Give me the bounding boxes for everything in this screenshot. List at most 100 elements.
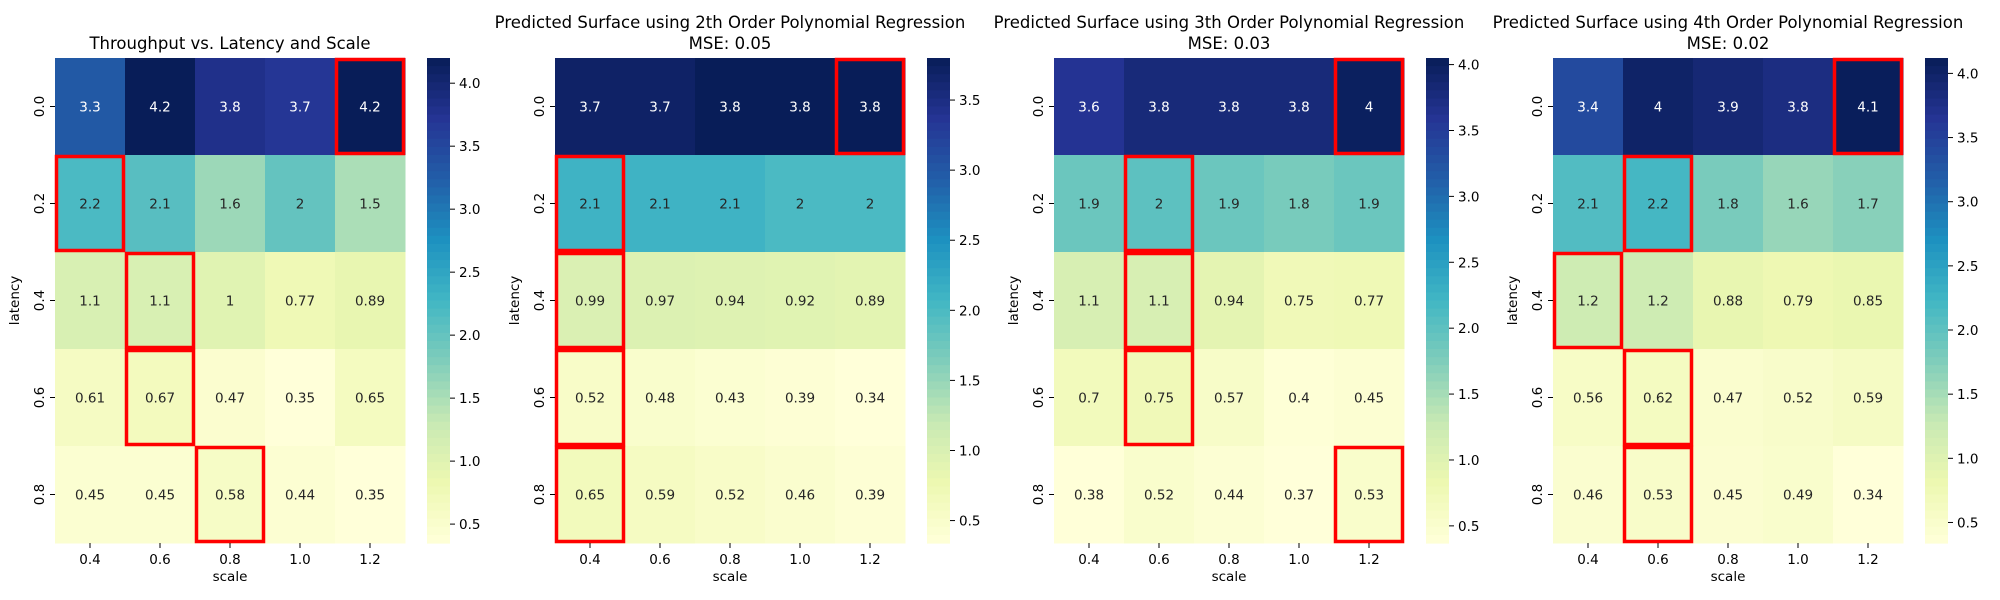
cell-value-label: 3.8 xyxy=(1288,100,1309,116)
heatmap-cell xyxy=(1553,446,1624,544)
heatmap-cell xyxy=(335,58,406,156)
colorbar-segment xyxy=(927,243,950,253)
heatmap-cell xyxy=(1693,252,1764,350)
colorbar-segment xyxy=(927,389,950,399)
colorbar-segment xyxy=(427,324,450,334)
colorbar-segment xyxy=(927,260,950,269)
x-tick-label: 0.4 xyxy=(1078,552,1099,568)
cell-value-label: 0.53 xyxy=(1354,488,1384,504)
x-axis-label: scale xyxy=(1212,569,1247,585)
cell-value-label: 0.85 xyxy=(1853,294,1883,310)
highlight-box xyxy=(1832,57,1904,156)
colorbar-segment xyxy=(1426,518,1449,528)
heatmap-cell xyxy=(555,349,626,447)
cell-value-label: 2 xyxy=(796,197,805,213)
colorbar-segment xyxy=(927,235,950,245)
heatmap-cell xyxy=(1054,58,1125,156)
cell-value-label: 3.8 xyxy=(1787,100,1808,116)
cell-value-label: 0.52 xyxy=(1144,488,1174,504)
cell-value-label: 0.67 xyxy=(145,391,175,407)
colorbar-segment xyxy=(927,163,950,172)
y-tick-label: 0.0 xyxy=(1530,96,1546,117)
y-tick-label: 0.8 xyxy=(1031,484,1047,505)
heatmap-cell xyxy=(555,58,626,156)
colorbar-segment xyxy=(427,90,450,100)
highlight-box xyxy=(54,154,126,253)
colorbar-segment xyxy=(927,478,950,488)
cell-value-label: 0.77 xyxy=(1354,294,1384,310)
heatmap-cell xyxy=(1194,349,1265,447)
heatmap-cell xyxy=(1623,252,1694,350)
cell-value-label: 0.35 xyxy=(285,391,315,407)
colorbar-segment xyxy=(1426,300,1449,310)
heatmap-cell xyxy=(1124,58,1195,156)
colorbar-segment xyxy=(1925,421,1948,431)
y-tick-label: 0.4 xyxy=(32,290,48,311)
colorbar-segment xyxy=(927,340,950,350)
colorbar-segment xyxy=(1426,82,1449,91)
colorbar-segment xyxy=(1426,284,1449,294)
colorbar: 0.5 1.0 1.5 2.0 2.5 3.0 3.5 xyxy=(927,58,980,544)
y-tick-label: 0.4 xyxy=(1031,290,1047,311)
colorbar-segment xyxy=(427,171,450,180)
colorbar-segment xyxy=(427,300,450,310)
colorbar-segment xyxy=(427,179,450,188)
heatmap-cell xyxy=(195,349,266,447)
heatmap-cell xyxy=(1054,155,1125,253)
colorbar-segment xyxy=(927,82,950,91)
heatmap-cell xyxy=(1264,155,1335,253)
colorbar-segment xyxy=(427,82,450,91)
colorbar-segment xyxy=(927,357,950,366)
cell-value-label: 0.43 xyxy=(715,391,745,407)
colorbar-segment xyxy=(1426,526,1449,536)
colorbar-segment xyxy=(1426,74,1449,83)
highlight-box xyxy=(194,445,266,544)
heatmap-cell xyxy=(1623,155,1694,253)
colorbar-segment xyxy=(927,316,950,326)
heatmap-cell xyxy=(55,252,126,350)
y-tick-label: 0.2 xyxy=(532,193,548,214)
y-tick-label: 0.0 xyxy=(1031,96,1047,117)
highlight-box xyxy=(1123,348,1195,447)
colorbar-segment xyxy=(927,494,950,504)
heatmap-cell xyxy=(195,58,266,156)
cell-value-label: 3.8 xyxy=(719,100,740,116)
colorbar-tick-label: 2.0 xyxy=(959,303,980,319)
colorbar-segment xyxy=(927,219,950,229)
colorbar-segment xyxy=(427,211,450,221)
cell-value-label: 0.58 xyxy=(215,488,245,504)
heatmap-cell xyxy=(765,446,836,544)
x-tick-label: 0.6 xyxy=(1647,552,1668,568)
colorbar-tick-label: 1.5 xyxy=(1957,387,1978,403)
colorbar-segment xyxy=(427,421,450,431)
cell-value-label: 2.1 xyxy=(649,197,670,213)
heatmap-cell xyxy=(1833,155,1904,253)
colorbar-segment xyxy=(1925,122,1948,132)
cell-value-label: 3.9 xyxy=(1717,100,1738,116)
cell-value-label: 2.1 xyxy=(719,197,740,213)
colorbar-tick-label: 3.0 xyxy=(1957,195,1978,211)
colorbar-segment xyxy=(1925,292,1948,302)
cell-value-label: 0.77 xyxy=(285,294,315,310)
x-tick-label: 1.0 xyxy=(289,552,310,568)
cell-value-label: 0.39 xyxy=(785,391,815,407)
colorbar-segment xyxy=(1925,163,1948,172)
cell-value-label: 1.6 xyxy=(219,197,240,213)
heatmap-cell xyxy=(1054,252,1125,350)
highlight-box xyxy=(124,348,196,447)
highlight-box xyxy=(1622,348,1694,447)
colorbar-segment xyxy=(427,243,450,253)
colorbar-tick-label: 3.0 xyxy=(959,163,980,179)
cell-value-label: 0.52 xyxy=(715,488,745,504)
heatmap-cell xyxy=(125,349,196,447)
colorbar-segment xyxy=(1925,260,1948,269)
heatmap-cell xyxy=(1693,155,1764,253)
x-tick-label: 1.0 xyxy=(1288,552,1309,568)
heatmap-cell xyxy=(1334,349,1405,447)
highlight-box xyxy=(1333,57,1405,156)
colorbar-segment xyxy=(1426,413,1449,423)
colorbar-segment xyxy=(1925,340,1948,350)
cell-value-label: 2.1 xyxy=(1577,197,1598,213)
y-tick-label: 0.2 xyxy=(32,193,48,214)
